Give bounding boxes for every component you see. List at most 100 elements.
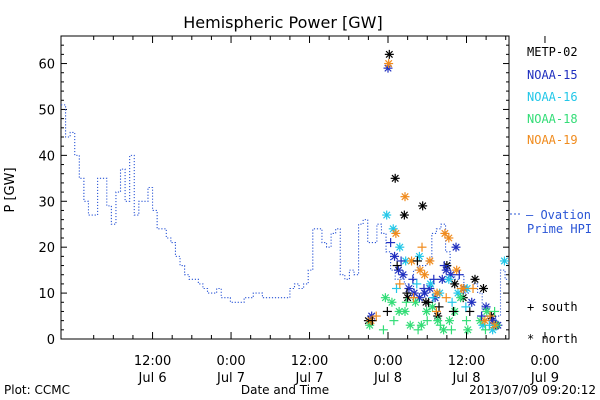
x-tick-time: 0:00 (373, 354, 402, 369)
marker-stroke (395, 307, 403, 316)
marker-stroke (406, 321, 414, 329)
y-tick-label: 0 (47, 333, 55, 348)
star-point-noaa-19 (425, 256, 435, 266)
marker-stroke (433, 289, 441, 297)
marker-stroke (483, 307, 491, 316)
marker-stroke (438, 275, 446, 283)
ovation-hpi-line (61, 104, 509, 326)
star-point-noaa-19 (432, 288, 442, 298)
plus-point-noaa-19-south (485, 311, 495, 321)
x-tick-date: Jul 8 (451, 371, 480, 386)
plus-point-noaa-18-south (461, 316, 471, 326)
star-point-noaa-18 (387, 297, 397, 307)
marker-stroke (464, 326, 472, 334)
y-tick-label: 20 (38, 241, 55, 256)
x-tick-date: Jul 6 (138, 371, 167, 386)
plus-point-noaa-16-south (392, 284, 402, 293)
star-point-noaa-16 (382, 210, 392, 220)
star-point-noaa-18 (380, 293, 390, 303)
marker-stroke (471, 275, 479, 283)
star-point-noaa-19 (407, 256, 417, 266)
plus-point-noaa-15-south (439, 261, 449, 271)
legend-ovation-line1: — Ovation (526, 208, 591, 222)
x-tick-time: 12:00 (134, 354, 171, 369)
star-point-metp-02 (470, 274, 480, 284)
star-point-noaa-19 (400, 192, 410, 202)
legend-item-noaa15: NOAA-15 (527, 68, 578, 82)
plus-point-metp-02-south (412, 256, 422, 266)
star-point-noaa-19 (489, 320, 499, 330)
star-point-noaa-18 (422, 306, 432, 316)
plus-point-metp-02-south (448, 306, 458, 316)
star-point-noaa-18 (463, 325, 473, 335)
star-point-noaa-18 (410, 297, 420, 307)
star-point-noaa-19 (384, 59, 394, 69)
plus-point-noaa-19-south (468, 284, 478, 293)
star-point-noaa-16 (499, 256, 509, 266)
star-point-noaa-16 (388, 224, 398, 234)
star-point-noaa-19 (391, 228, 401, 238)
marker-stroke (384, 59, 393, 68)
plus-point-noaa-15-south (408, 274, 418, 284)
legend-item-noaa18: NOAA-18 (527, 112, 578, 126)
marker-stroke (434, 316, 442, 325)
marker-stroke (384, 64, 392, 72)
legend-item-metp02: METP-02 (527, 45, 578, 59)
marker-stroke (468, 298, 476, 306)
y-tick-label: 30 (38, 195, 55, 210)
marker-stroke (401, 307, 409, 316)
marker-stroke (399, 271, 407, 279)
legend: METP-02 NOAA-15 NOAA-16 NOAA-18 NOAA-19 … (510, 45, 592, 346)
y-axis: 0 10 20 30 40 50 60 (38, 35, 509, 348)
legend-south: + south (527, 300, 578, 314)
marker-stroke (392, 229, 400, 238)
star-point-noaa-15 (437, 274, 447, 284)
plus-point-metp-02-south (434, 302, 444, 312)
plus-point-noaa-19-south (441, 293, 451, 303)
marker-stroke (417, 321, 426, 329)
star-point-noaa-18 (427, 302, 437, 312)
plus-point-noaa-18-south (389, 316, 399, 326)
x-tick-time: 0:00 (530, 354, 559, 369)
plus-point-noaa-19-south (456, 284, 466, 293)
x-tick-time: 0:00 (216, 354, 245, 369)
marker-stroke (428, 303, 437, 311)
plus-point-noaa-18-south (422, 316, 432, 326)
star-point-noaa-15 (367, 311, 377, 321)
plus-point-metp-02-south (382, 306, 392, 316)
footer-timestamp: 2013/07/09 09:20:12 (469, 383, 596, 397)
footer-plot-credit: Plot: CCMC (4, 383, 70, 397)
marker-stroke (451, 280, 459, 288)
marker-stroke (490, 321, 498, 329)
marker-stroke (445, 234, 453, 242)
marker-stroke (442, 266, 450, 274)
ovation-line (61, 104, 509, 326)
legend-item-noaa19: NOAA-19 (527, 133, 578, 147)
marker-stroke (402, 257, 410, 265)
plus-point-noaa-15-south (477, 311, 487, 321)
marker-stroke (410, 289, 418, 297)
marker-stroke (479, 284, 488, 293)
star-point-noaa-18 (400, 306, 410, 316)
x-axis-label: Date and Time (241, 383, 329, 397)
plus-point-noaa-18-south (401, 297, 411, 307)
marker-stroke (400, 211, 409, 219)
plus-point-metp-02-south (367, 316, 377, 326)
marker-stroke (488, 316, 497, 325)
star-point-metp-02 (450, 279, 460, 289)
x-tick-time: 12:00 (291, 354, 328, 369)
plus-point-noaa-19-south (409, 293, 419, 303)
marker-stroke (396, 243, 404, 251)
plus-point-noaa-18-south (446, 325, 456, 335)
star-point-noaa-18 (456, 293, 466, 303)
legend-item-noaa16: NOAA-16 (527, 90, 578, 104)
plus-point-noaa-18-south (378, 325, 388, 335)
marker-stroke (452, 243, 460, 251)
y-tick-label: 60 (38, 58, 55, 73)
x-axis: 12:00 Jul 6 0:00 Jul 7 12:00 Jul 7 0:00 Jul 8 12… (93, 36, 560, 386)
plus-point-noaa-19-south (371, 311, 381, 321)
marker-stroke (439, 326, 448, 334)
star-point-noaa-15 (398, 270, 408, 280)
star-point-metp-02 (390, 173, 400, 183)
